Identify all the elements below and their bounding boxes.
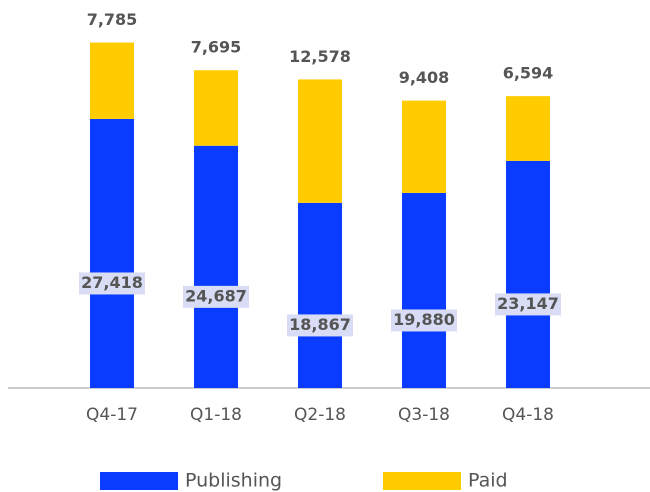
value-label: 27,418 <box>81 273 143 292</box>
x-tick-label: Q1-18 <box>190 405 242 425</box>
bar-segment <box>402 192 446 388</box>
value-label: 24,687 <box>185 286 247 305</box>
value-label: 6,594 <box>503 64 554 83</box>
bar-segment <box>506 96 550 161</box>
value-label-bg <box>495 293 561 316</box>
legend-swatch <box>100 472 178 490</box>
x-tick-label: Q4-17 <box>86 405 138 425</box>
value-label: 9,408 <box>399 68 450 87</box>
bar-segment <box>194 70 238 146</box>
bar-segment <box>506 160 550 388</box>
x-tick-label: Q2-18 <box>294 405 346 425</box>
value-label-bg <box>79 272 145 295</box>
x-tick-label: Q3-18 <box>398 405 450 425</box>
value-label-bg <box>183 285 249 308</box>
value-label: 7,695 <box>191 38 242 57</box>
x-tick-label: Q4-18 <box>502 405 554 425</box>
legend-label: Publishing <box>185 470 282 492</box>
bar-segment <box>298 79 342 203</box>
bar-segment <box>90 118 134 389</box>
bar-segment <box>194 145 238 388</box>
value-label: 18,867 <box>289 315 351 334</box>
bar-segment <box>298 202 342 388</box>
legend-swatch <box>383 472 461 490</box>
value-label: 7,785 <box>87 10 138 29</box>
value-label: 19,880 <box>393 310 455 329</box>
legend-label: Paid <box>468 470 508 492</box>
value-label: 23,147 <box>497 294 559 313</box>
bar-segment <box>402 100 446 193</box>
value-label-bg <box>287 314 353 337</box>
value-label-bg <box>391 309 457 332</box>
bar-segment <box>90 42 134 119</box>
value-label: 12,578 <box>289 47 351 66</box>
